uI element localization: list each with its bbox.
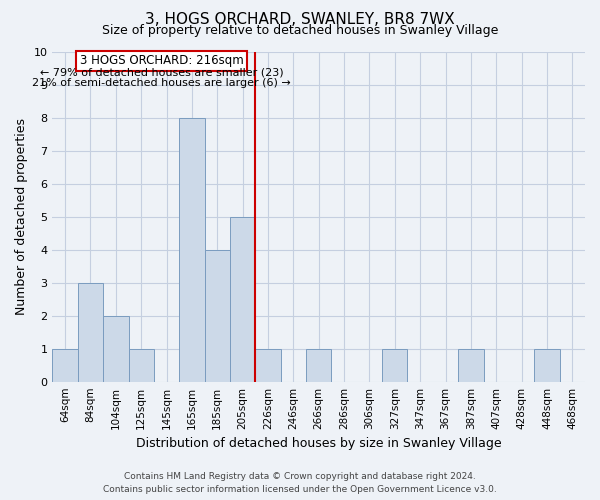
Bar — [205, 250, 230, 382]
Text: Size of property relative to detached houses in Swanley Village: Size of property relative to detached ho… — [102, 24, 498, 37]
Bar — [179, 118, 205, 382]
Text: 3 HOGS ORCHARD: 216sqm: 3 HOGS ORCHARD: 216sqm — [80, 54, 244, 67]
Bar — [382, 348, 407, 382]
Bar — [128, 348, 154, 382]
Bar — [306, 348, 331, 382]
Text: 21% of semi-detached houses are larger (6) →: 21% of semi-detached houses are larger (… — [32, 78, 291, 88]
Bar — [230, 216, 256, 382]
X-axis label: Distribution of detached houses by size in Swanley Village: Distribution of detached houses by size … — [136, 437, 502, 450]
Text: 3, HOGS ORCHARD, SWANLEY, BR8 7WX: 3, HOGS ORCHARD, SWANLEY, BR8 7WX — [145, 12, 455, 28]
Bar — [52, 348, 78, 382]
Bar — [458, 348, 484, 382]
Text: Contains HM Land Registry data © Crown copyright and database right 2024.
Contai: Contains HM Land Registry data © Crown c… — [103, 472, 497, 494]
Bar — [103, 316, 128, 382]
Y-axis label: Number of detached properties: Number of detached properties — [15, 118, 28, 315]
Bar — [534, 348, 560, 382]
Bar — [78, 282, 103, 382]
Bar — [256, 348, 281, 382]
Text: ← 79% of detached houses are smaller (23): ← 79% of detached houses are smaller (23… — [40, 68, 283, 78]
